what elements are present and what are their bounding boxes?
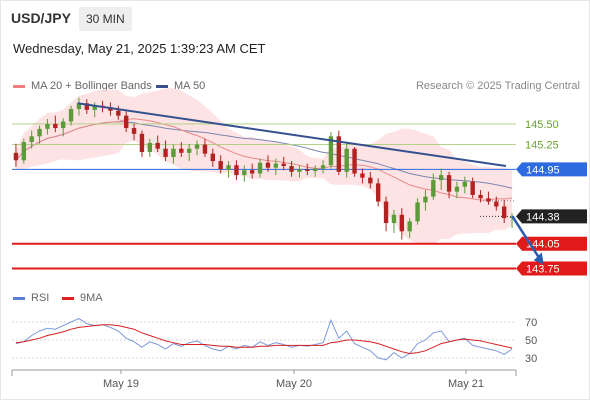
candle-body xyxy=(242,170,247,176)
level-label-5: 143.75 xyxy=(526,263,560,275)
header-bar: USD/JPY 30 MIN xyxy=(0,0,590,38)
time-tick-label-1: May 20 xyxy=(276,378,312,390)
ma20-legend-swatch xyxy=(13,85,25,88)
projection-arrow-line xyxy=(511,215,542,262)
candle-body xyxy=(312,168,318,171)
candle-body xyxy=(399,214,405,232)
candle-body xyxy=(415,202,420,222)
rsi-tick-30: 30 xyxy=(525,353,537,365)
candle-body xyxy=(76,103,82,110)
ma50-legend-swatch xyxy=(156,85,168,88)
projection-arrow-head xyxy=(533,252,544,265)
candle-body xyxy=(29,136,34,143)
candle-body xyxy=(13,152,19,161)
candle-body xyxy=(431,180,436,197)
candle-body xyxy=(305,169,310,171)
candle-body xyxy=(179,148,184,153)
level-badge-2 xyxy=(516,162,587,177)
rsi-tick-70: 70 xyxy=(525,317,537,329)
candle-body xyxy=(391,214,397,224)
candle-body xyxy=(360,173,365,178)
candle-body xyxy=(139,133,145,152)
candle-body xyxy=(336,136,342,172)
ma50-legend-label: MA 50 xyxy=(174,80,206,92)
level-label-2: 144.95 xyxy=(526,164,560,176)
time-tick-label-2: May 21 xyxy=(448,378,484,390)
candle-body xyxy=(194,144,200,149)
last-price-badge xyxy=(516,209,587,224)
candle-body xyxy=(297,169,302,172)
candle-body xyxy=(281,163,286,167)
candle-body xyxy=(131,128,137,134)
candle-body xyxy=(68,109,74,122)
timestamp: Wednesday, May 21, 2025 1:39:23 AM CET xyxy=(13,41,266,56)
candle-body xyxy=(344,148,349,172)
candle-body xyxy=(446,175,452,192)
candle-body xyxy=(92,105,97,110)
candle-body xyxy=(407,221,412,232)
candle-body xyxy=(501,206,507,219)
candle-body xyxy=(478,194,483,199)
candle-body xyxy=(171,148,176,157)
candle-body xyxy=(383,201,389,224)
candle-body xyxy=(218,161,223,170)
ma9-legend-label: 9MA xyxy=(80,292,103,304)
rsi-line xyxy=(15,317,513,361)
candle-body xyxy=(186,148,192,153)
candle-body xyxy=(470,181,475,195)
timeframe-badge[interactable]: 30 MIN xyxy=(79,7,132,31)
instrument-title: USD/JPY xyxy=(11,10,71,26)
candle-body xyxy=(202,144,208,154)
candle-body xyxy=(60,121,66,129)
candle-body xyxy=(45,123,50,129)
candle-body xyxy=(116,110,121,116)
candle-body xyxy=(423,196,428,203)
candle-body xyxy=(249,170,255,174)
candle-body xyxy=(147,142,153,152)
candle-body xyxy=(328,136,334,166)
candle-body xyxy=(273,163,279,168)
candle-body xyxy=(289,166,294,172)
candle-body xyxy=(37,128,42,137)
level-label-0: 145.50 xyxy=(525,119,559,131)
level-label-1: 145.25 xyxy=(525,140,559,152)
ma20-legend-label: MA 20 + Bollinger Bands xyxy=(31,80,152,92)
candle-body xyxy=(375,183,381,202)
rsi-ma9-line xyxy=(15,324,513,355)
candle-body xyxy=(53,123,58,129)
candle-body xyxy=(21,142,27,161)
bollinger-band xyxy=(15,88,513,245)
level-badge-4 xyxy=(516,236,587,251)
rsi-legend-label: RSI xyxy=(31,292,50,304)
rsi-legend-swatch xyxy=(13,297,25,300)
last-price-label: 144.38 xyxy=(526,211,560,223)
candle-body xyxy=(494,201,499,207)
candle-body xyxy=(163,148,168,157)
candle-body xyxy=(84,103,90,110)
candle-body xyxy=(454,186,460,192)
candle-body xyxy=(486,198,491,202)
candle-body xyxy=(155,142,160,149)
candle-body xyxy=(210,153,216,162)
candle-body xyxy=(123,115,129,129)
candle-body xyxy=(462,181,468,187)
candle-body xyxy=(226,165,231,170)
level-label-4: 144.05 xyxy=(526,239,560,251)
ma9-legend-swatch xyxy=(62,297,74,300)
candle-body xyxy=(265,162,271,168)
candle-body xyxy=(257,162,263,174)
level-badge-5 xyxy=(516,261,587,276)
candle-body xyxy=(320,165,326,169)
rsi-tick-50: 50 xyxy=(525,335,537,347)
resistance-trendline xyxy=(77,102,507,168)
candle-body xyxy=(368,177,373,184)
candle-body xyxy=(234,165,239,176)
time-tick-label-0: May 19 xyxy=(103,378,139,390)
candle-body xyxy=(352,148,357,174)
research-credit: Research © 2025 Trading Central xyxy=(415,80,580,92)
candle-body xyxy=(438,175,444,181)
